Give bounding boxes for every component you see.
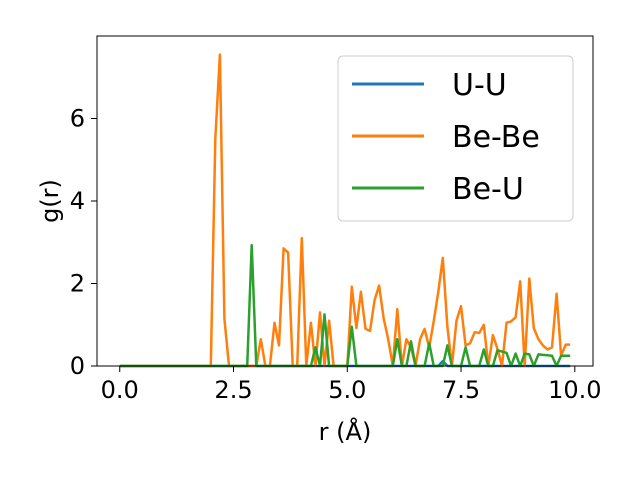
x-tick-label: 10.0 — [548, 376, 601, 404]
y-axis: 0 2 4 6 — [70, 105, 97, 380]
legend-label: U-U — [452, 68, 507, 103]
y-tick-label: 4 — [70, 187, 85, 215]
y-tick-label: 0 — [70, 352, 85, 380]
y-tick-label: 2 — [70, 270, 85, 298]
x-tick-label: 7.5 — [442, 376, 480, 404]
legend-box — [337, 55, 574, 222]
x-axis: 0.0 2.5 5.0 7.5 10.0 — [101, 366, 602, 404]
y-axis-label: g(r) — [36, 179, 64, 223]
y-tick-label: 6 — [70, 105, 85, 133]
x-axis-label: r (Å) — [319, 417, 372, 446]
legend-label: Be-Be — [452, 120, 540, 155]
series-line-be-be — [119, 53, 571, 368]
x-tick-label: 2.5 — [214, 376, 252, 404]
x-tick-label: 0.0 — [101, 376, 139, 404]
legend: U-U Be-Be Be-U — [337, 55, 574, 222]
x-tick-label: 5.0 — [328, 376, 366, 404]
legend-label: Be-U — [452, 172, 524, 207]
